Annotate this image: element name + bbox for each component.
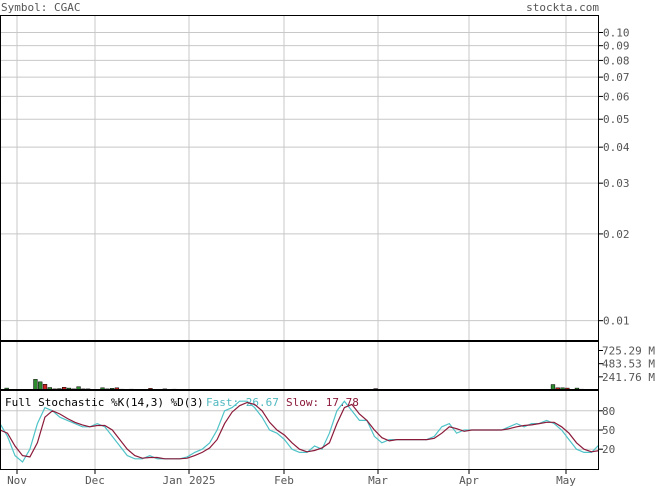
volume-tick-label: 241.76 M bbox=[602, 371, 655, 384]
x-tick-label: Feb bbox=[274, 474, 294, 486]
x-tick-label: Nov bbox=[7, 474, 27, 486]
symbol-label: Symbol: CGAC bbox=[1, 1, 80, 14]
x-tick-label: Mar bbox=[368, 474, 388, 486]
x-tick-label: Dec bbox=[85, 474, 105, 486]
volume-bar bbox=[33, 379, 38, 391]
stochastic-panel: Full Stochastic %K(14,3) %D(3) Fast: 26.… bbox=[0, 396, 615, 463]
x-tick-label: May bbox=[556, 474, 576, 486]
price-tick-label: 0.01 bbox=[603, 315, 630, 328]
slow-line bbox=[0, 401, 600, 460]
stochastic-title: Full Stochastic %K(14,3) %D(3) bbox=[5, 396, 204, 409]
price-tick-label: 0.03 bbox=[603, 177, 630, 190]
stochastic-frame bbox=[0, 390, 599, 470]
x-tick-label: Apr bbox=[459, 474, 479, 486]
stochastic-tick-label: 20 bbox=[602, 443, 615, 456]
volume-frame bbox=[0, 341, 599, 390]
volume-tick-label: 483.53 M bbox=[602, 358, 655, 371]
price-panel: 0.100.090.08 0.07 0.06 0.05 0.04 0.03 0.02 0.01 bbox=[0, 15, 630, 470]
slow-label: Slow: 17.78 bbox=[286, 396, 359, 409]
price-tick-label: 0.07 bbox=[603, 71, 630, 84]
stochastic-tick-label: 80 bbox=[602, 405, 615, 418]
price-frame bbox=[0, 15, 599, 341]
fast-label: Fast: 26.67 bbox=[206, 396, 279, 409]
volume-bar bbox=[38, 381, 43, 391]
price-tick-label: 0.02 bbox=[603, 228, 630, 241]
volume-tick-label: 725.29 M bbox=[602, 345, 655, 358]
stochastic-tick-label: 50 bbox=[602, 424, 615, 437]
site-label[interactable]: stockta.com bbox=[526, 1, 599, 14]
price-tick-label: 0.09 bbox=[603, 40, 630, 53]
x-tick-label: Jan 2025 bbox=[163, 474, 216, 486]
x-axis: Nov Dec Jan 2025 Feb Mar Apr May bbox=[0, 15, 599, 486]
price-tick-label: 0.05 bbox=[603, 113, 630, 126]
price-tick-label: 0.10 bbox=[603, 26, 630, 39]
price-tick-label: 0.04 bbox=[603, 141, 630, 154]
price-tick-label: 0.08 bbox=[603, 54, 630, 67]
price-tick-label: 0.06 bbox=[603, 90, 630, 103]
